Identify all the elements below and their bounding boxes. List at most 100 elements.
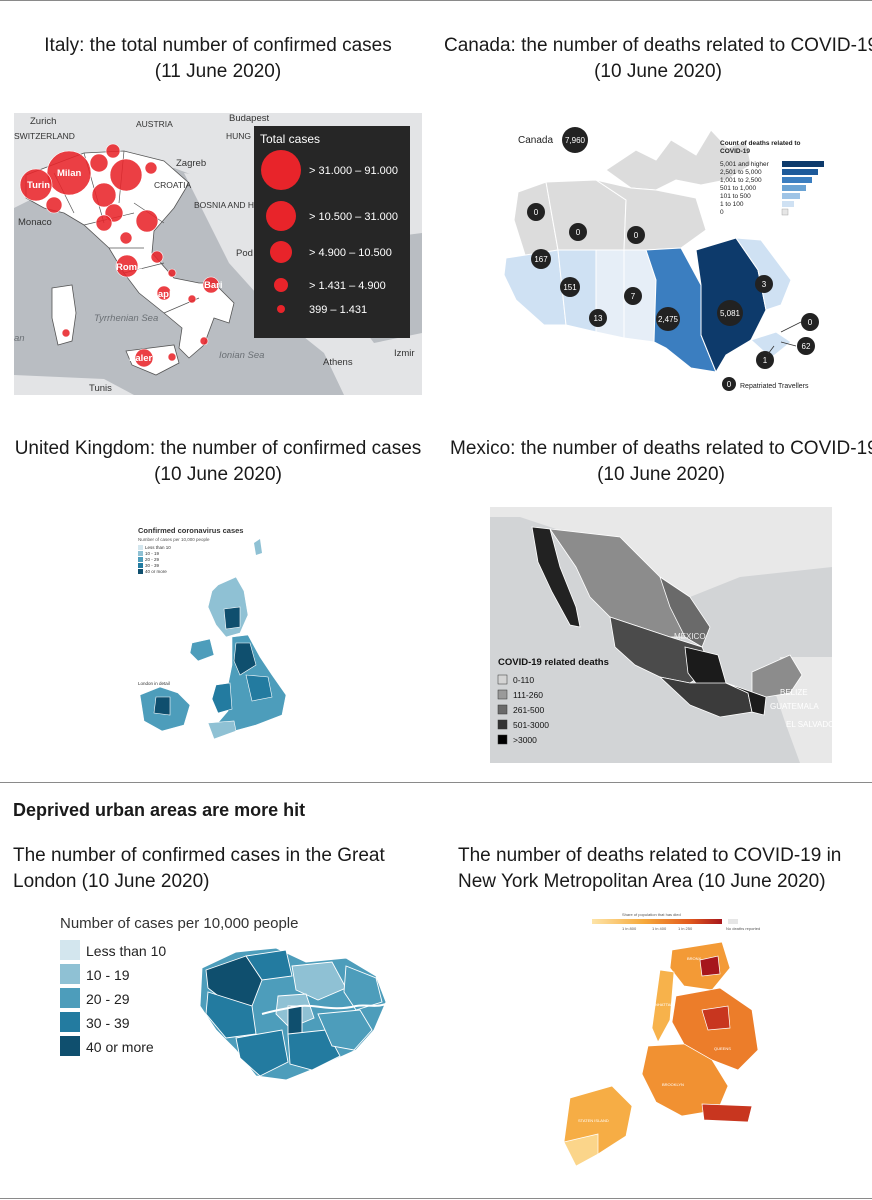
- top-rule: [0, 0, 872, 1]
- london-borough-se: [317, 1009, 373, 1051]
- uk-london-inset-dark: [153, 696, 171, 716]
- italy-label-austria: AUSTRIA: [136, 119, 173, 129]
- uk-inset-label: London in detail: [138, 681, 170, 686]
- italy-legend-2: > 10.500 – 31.000: [309, 211, 398, 223]
- nyc-map: Share of population that has died 1 in 8…: [552, 910, 768, 1172]
- london-thames: [261, 1003, 387, 1015]
- bubble-turin: [19, 168, 53, 202]
- mexico-legend-0: 0-110: [513, 675, 534, 685]
- bubble-genoa: [45, 196, 63, 214]
- nyc-label-bronx: BRONX: [687, 956, 702, 961]
- uk-south-west: [207, 720, 237, 740]
- italy-legend: Total cases > 31.000 – 91.000 > 10.500 –…: [254, 126, 410, 338]
- canada-ns-value: 62: [802, 342, 811, 351]
- canada-repatriated-value: 0: [727, 380, 732, 389]
- italy-label-rome: Rome: [116, 262, 142, 273]
- london-borough-s: [287, 1029, 341, 1071]
- canada-legend-5: 1 to 100: [720, 201, 744, 208]
- italy-map: Zurich Budapest SWITZERLAND AUSTRIA HUNG…: [14, 113, 422, 395]
- bubble-catania: [167, 352, 177, 362]
- italy-map-sardinia: [51, 284, 77, 346]
- bubble-brescia: [89, 153, 109, 173]
- bubble-marche: [135, 209, 159, 233]
- italy-label-ionian: Ionian Sea: [219, 350, 264, 361]
- italy-label-budapest: Budapest: [229, 113, 270, 124]
- london-legend-3: 30 - 39: [86, 1015, 130, 1031]
- london-legend-1: 10 - 19: [86, 967, 130, 983]
- italy-legend-4: > 1.431 – 4.900: [309, 280, 386, 292]
- uk-shetland: [254, 539, 262, 555]
- mexico-date: (10 June 2020): [597, 464, 725, 485]
- mexico-legend-3: 501-3000: [513, 720, 549, 730]
- bubble-calabria: [199, 336, 209, 346]
- uk-title: United Kingdom: the number of confirmed …: [14, 438, 422, 459]
- bubble-sardinia: [61, 328, 71, 338]
- canada-nunavut: [595, 179, 707, 251]
- bubble-umbria: [119, 231, 133, 245]
- uk-date: (10 June 2020): [154, 464, 282, 485]
- bubble-tuscany: [95, 214, 113, 232]
- mexico-chiapas: [725, 682, 767, 716]
- canada-legend-1: 2,501 to 5,000: [720, 169, 762, 176]
- canada-legend: Count of deaths related to COVID-19 5,00…: [720, 140, 824, 216]
- mexico-caption: Mexico: the number of deaths related to …: [450, 436, 872, 488]
- canada-nunavut-value: 0: [634, 231, 639, 240]
- italy-label-croatia: CROATIA: [154, 180, 191, 190]
- bubble-bari: [202, 276, 220, 294]
- london-borough-sw: [235, 1029, 289, 1077]
- italy-label-milan: Milan: [57, 168, 81, 179]
- italy-label-monaco: Monaco: [18, 217, 52, 228]
- london-legend-0: Less than 10: [86, 943, 166, 959]
- italy-label-hungary: HUNG: [226, 131, 251, 141]
- bottom-rule: [0, 1198, 872, 1199]
- canada-legend-2: 1,001 to 2,500: [720, 177, 762, 184]
- london-title: The number of confirmed cases in the Gre…: [13, 845, 385, 866]
- canada-yukon-value: 0: [534, 208, 539, 217]
- italy-label-athens: Athens: [323, 357, 353, 368]
- nyc-label-staten: STATEN ISLAND: [578, 1118, 609, 1123]
- nyc-legend-tick-2: 1 in 250: [678, 926, 693, 931]
- italy-title: Italy: the total number of confirmed cas…: [44, 35, 392, 56]
- canada-title: Canada: the number of deaths related to …: [444, 35, 872, 56]
- bubble-trento: [105, 143, 121, 159]
- bubble-abruzzo: [150, 250, 164, 264]
- nyc-brooklyn-hot: [701, 1103, 753, 1123]
- uk-legend-4: 40 or more: [145, 569, 167, 574]
- italy-label-palermo: Palermo: [129, 353, 167, 364]
- nyc-queens-hot: [701, 1005, 731, 1031]
- italy-label-izmir: Izmir: [394, 348, 415, 359]
- nyc-label-brooklyn: BROOKLYN: [662, 1082, 684, 1087]
- italy-legend-title: Total cases: [260, 132, 320, 146]
- uk-scotland-central: [223, 606, 241, 630]
- bubble-puglia: [187, 294, 197, 304]
- bubble-friuli: [144, 161, 158, 175]
- italy-label-turin: Turin: [27, 180, 50, 191]
- nyc-label-queens: QUEENS: [714, 1046, 731, 1051]
- canada-ns-small-value: 1: [763, 356, 768, 365]
- uk-legend-1: 10 - 19: [145, 551, 160, 556]
- italy-map-north-africa: [14, 375, 134, 395]
- mexico-label-guatemala: GUATEMALA: [770, 702, 819, 711]
- italy-label-tunis: Tunis: [89, 383, 112, 394]
- london-map: Number of cases per 10,000 people Less t…: [56, 910, 400, 1086]
- uk-caption: United Kingdom: the number of confirmed …: [10, 436, 426, 488]
- mexico-baja: [531, 526, 581, 628]
- italy-label-bosnia: BOSNIA AND HERZEGOVINA: [194, 200, 310, 210]
- canada-arctic-islands: [605, 129, 752, 191]
- italy-label-switzerland: SWITZERLAND: [14, 131, 75, 141]
- nyc-legend: Share of population that has died 1 in 8…: [592, 912, 760, 931]
- mexico-legend-1: 111-260: [513, 690, 543, 700]
- uk-legend-title: Confirmed coronavirus cases: [138, 526, 243, 535]
- canada-manitoba-value: 7: [631, 292, 636, 301]
- mexico-us-land: [490, 507, 832, 597]
- canada-repatriated-label: Repatriated Travellers: [740, 383, 809, 390]
- mexico-legend: COVID-19 related deaths 0-110 111-260 26…: [497, 657, 609, 745]
- mexico-label-elsalvador: EL SALVADOR: [786, 720, 832, 729]
- nyc-legend-title: Share of population that has died: [622, 912, 681, 917]
- italy-map-peninsula: [25, 150, 235, 359]
- uk-legend-3: 30 - 39: [145, 563, 160, 568]
- nyc-legend-none: No deaths reported: [726, 926, 760, 931]
- mexico-legend-4: >3000: [513, 735, 537, 745]
- section-rule: [0, 782, 872, 783]
- uk-legend-0: Less than 10: [145, 545, 171, 550]
